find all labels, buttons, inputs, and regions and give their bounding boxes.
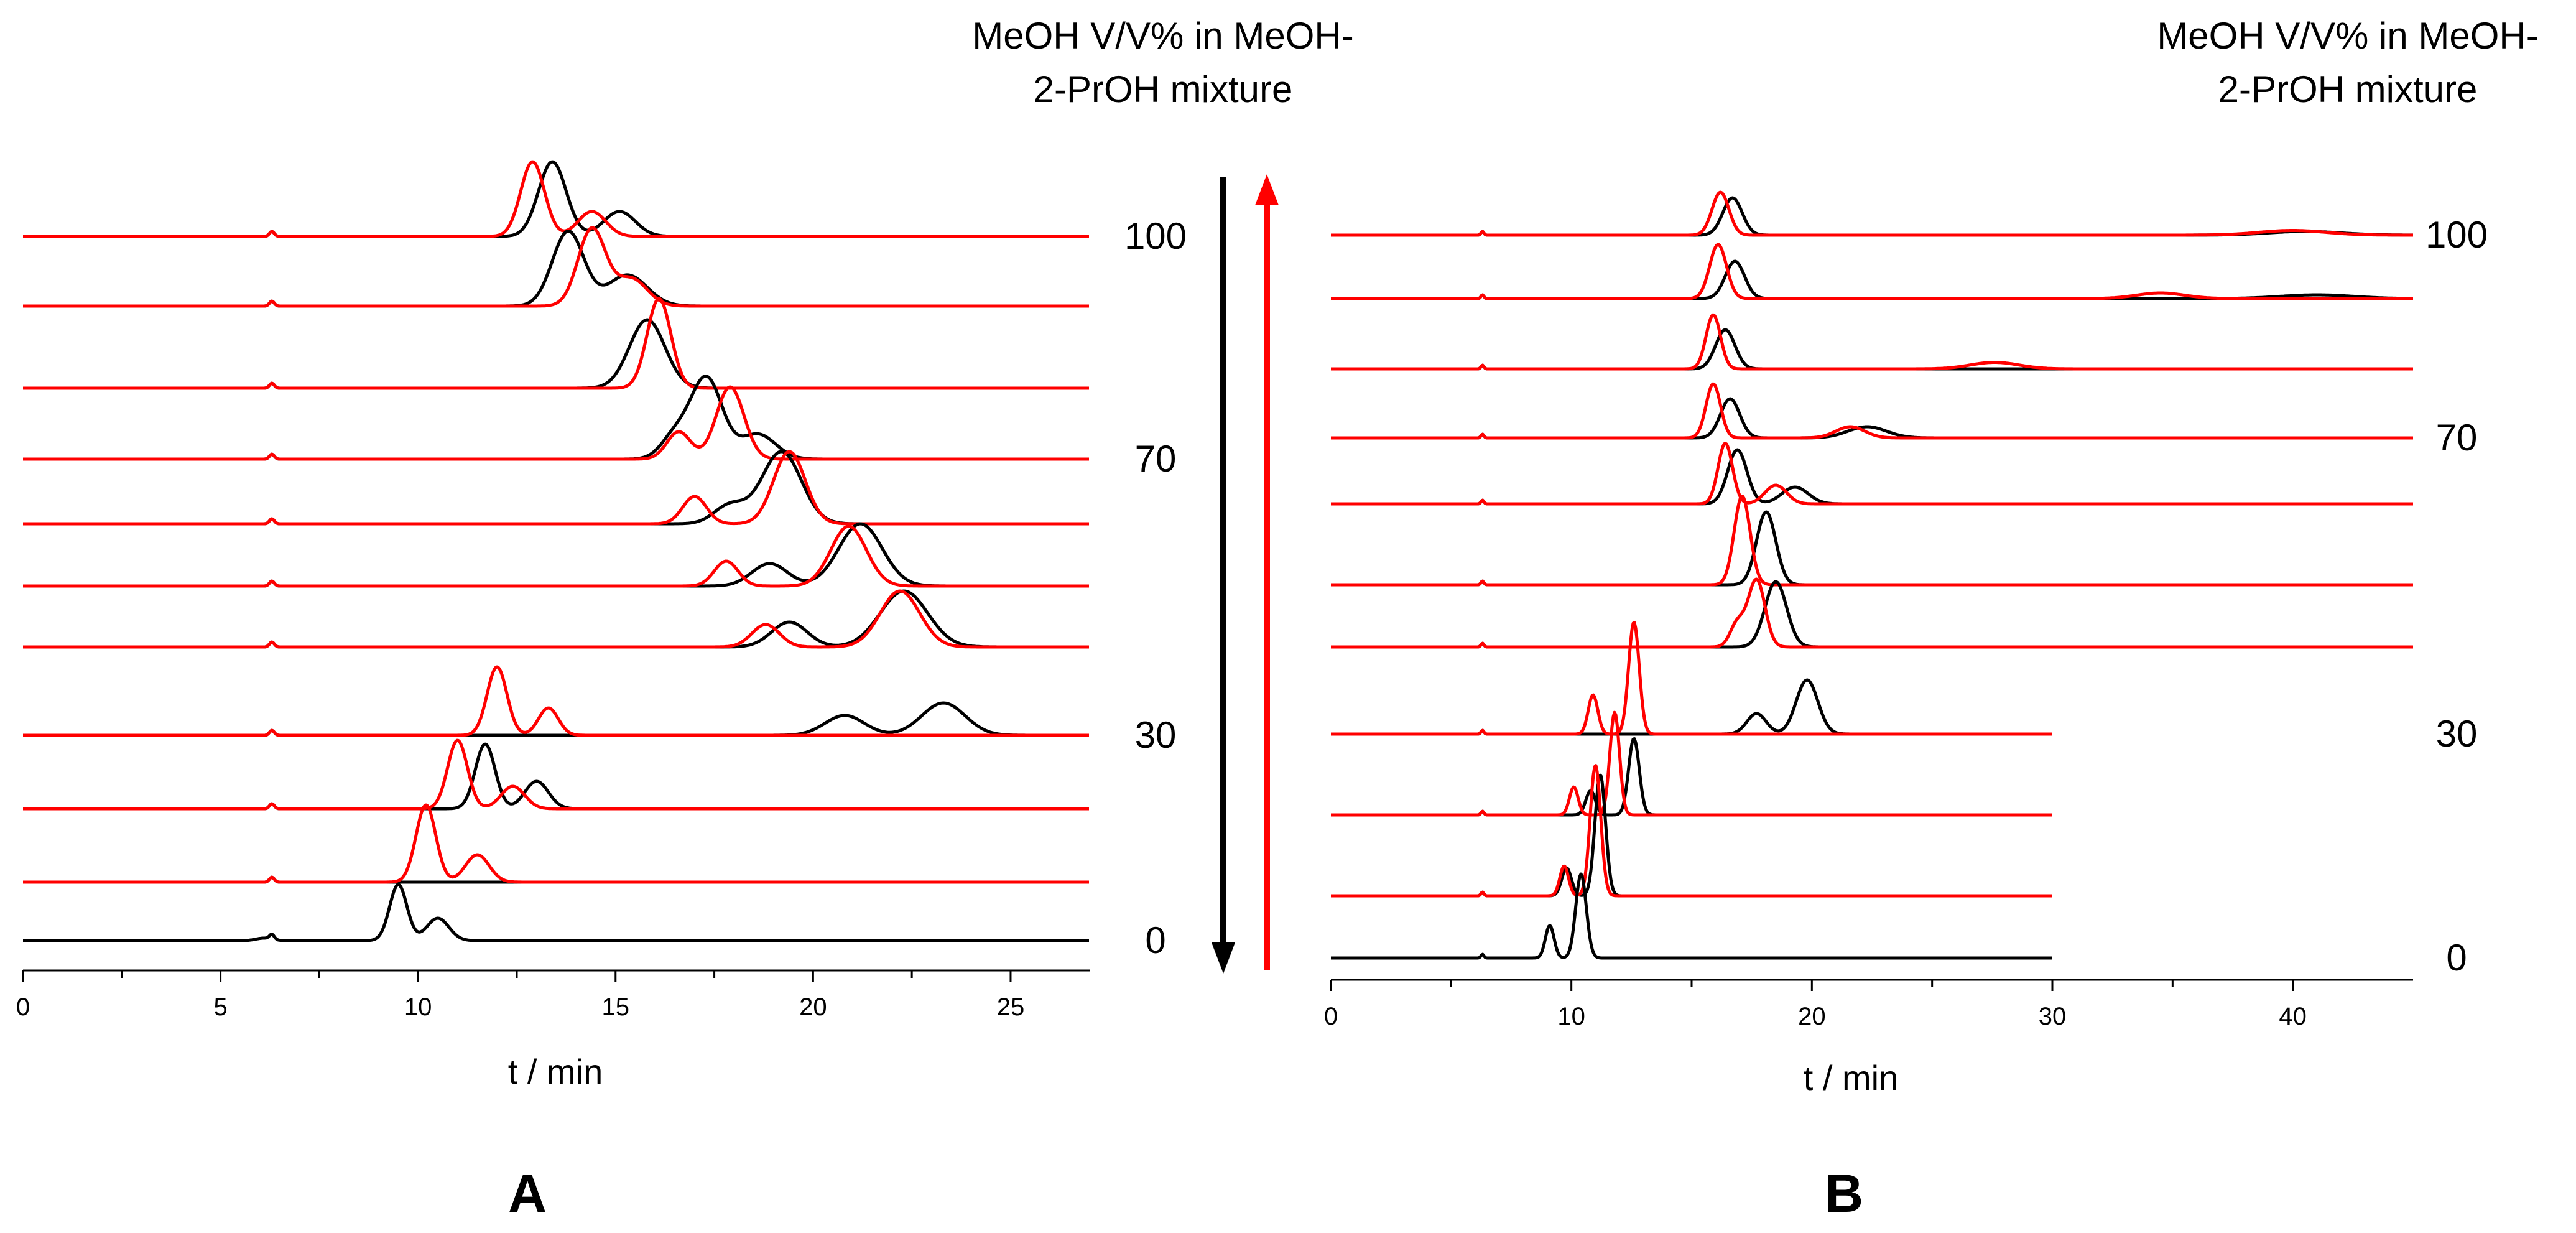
panel-a-letter: A: [508, 1164, 547, 1224]
panel-b-trace-30-red: [1330, 621, 2053, 736]
panel-b-trace-90-red: [1330, 243, 2414, 300]
panel-a-composition-label-0: 0: [1145, 919, 1165, 961]
panel-a-composition-label-100: 100: [1124, 215, 1187, 257]
panel-a-trace-70-red: [22, 385, 1090, 461]
panel-b-trace-50-black: [1330, 510, 2414, 587]
panel-a-trace-20-black: [22, 742, 1090, 811]
panel-a-trace-90-black: [22, 230, 1090, 308]
panel-a-trace-40-black: [22, 589, 1090, 649]
panel-a-x-tick-label-10: 10: [404, 993, 432, 1021]
up-arrow-head: [1255, 174, 1279, 205]
panel-b-x-tick-label-0: 0: [1324, 1003, 1338, 1030]
panel-b-x-axis: 0 10 20 30 40: [1324, 979, 2413, 1030]
panel-b-trace-70-black: [1330, 397, 2414, 440]
panel-b-composition-label-0: 0: [2446, 937, 2467, 979]
panel-b-composition-label-100: 100: [2425, 214, 2488, 256]
panel-a-x-axis: 0 5 10 15 20 25: [16, 969, 1090, 1021]
panel-b-composition-label-70: 70: [2436, 417, 2478, 458]
panel-a-trace-30-black: [22, 701, 1090, 737]
panel-b-trace-50-red: [1330, 495, 2414, 587]
panel-b-trace-60-black: [1330, 448, 2414, 506]
panel-b: MeOH V/V% in MeOH- 2-PrOH mixture t / mi…: [1324, 15, 2539, 1224]
panel-a-composition-labels: 100 70 30 0: [1124, 215, 1187, 961]
panel-b-trace-80-red: [1330, 313, 2414, 371]
panel-b-trace-40-black: [1330, 580, 2414, 649]
panel-a-x-tick-label-0: 0: [16, 993, 30, 1021]
panel-a-title-line2: 2-PrOH mixture: [1034, 68, 1293, 110]
panel-b-x-tick-label-20: 20: [1798, 1003, 1826, 1030]
panel-b-composition-label-30: 30: [2436, 713, 2478, 755]
panel-b-trace-40-red: [1330, 577, 2414, 649]
panel-b-title-line1: MeOH V/V% in MeOH-: [2157, 15, 2538, 57]
panel-a-trace-0-black: [22, 883, 1090, 942]
panel-b-composition-labels: 100 70 30 0: [2425, 214, 2488, 979]
panel-a-trace-60-red: [22, 450, 1090, 526]
panel-a-composition-label-70: 70: [1135, 438, 1177, 480]
panel-b-letter: B: [1825, 1164, 1863, 1224]
panel-a-trace-80-red: [22, 297, 1090, 390]
panel-a-trace-100-red: [22, 160, 1090, 238]
panel-b-trace-100-black: [1330, 196, 2414, 237]
panel-b-trace-100-red: [1330, 190, 2414, 237]
panel-a-x-axis-label: t / min: [508, 1052, 603, 1091]
panel-a-title-line1: MeOH V/V% in MeOH-: [972, 15, 1353, 57]
down-arrow-head: [1212, 942, 1235, 974]
panel-b-x-tick-label-30: 30: [2039, 1003, 2067, 1030]
panel-a-trace-90-red: [22, 226, 1090, 308]
panel-b-x-axis-label: t / min: [1804, 1058, 1898, 1097]
panel-b-trace-20-red: [1330, 710, 2053, 817]
panel-b-trace-30-black: [1330, 678, 2053, 736]
panel-a-x-tick-label-5: 5: [213, 993, 227, 1021]
panel-a-x-tick-label-25: 25: [997, 993, 1025, 1021]
panel-b-trace-10-red: [1330, 764, 2053, 898]
panel-b-trace-90-black: [1330, 259, 2414, 300]
panel-a-trace-30-red: [22, 665, 1090, 737]
panel-a-x-tick-label-20: 20: [799, 993, 827, 1021]
panel-a-trace-20-red: [22, 738, 1090, 811]
panel-a-trace-10-red: [22, 803, 1090, 884]
panel-b-traces: [1330, 190, 2414, 960]
panel-b-x-tick-label-40: 40: [2279, 1003, 2307, 1030]
panel-a-traces: [22, 160, 1090, 942]
panel-a-composition-label-30: 30: [1135, 714, 1177, 756]
panel-a-trace-50-red: [22, 524, 1090, 588]
panel-a-x-tick-label-15: 15: [602, 993, 630, 1021]
panel-a-trace-50-black: [22, 522, 1090, 588]
panel-b-trace-60-red: [1330, 442, 2414, 506]
panel-b-trace-0-black: [1330, 872, 2053, 960]
direction-arrows: [1212, 174, 1279, 974]
panel-b-title-line2: 2-PrOH mixture: [2218, 68, 2478, 110]
panel-b-trace-70-red: [1330, 382, 2414, 440]
panel-a-trace-80-black: [22, 318, 1090, 390]
panel-a-trace-40-red: [22, 589, 1090, 649]
panel-b-trace-20-black: [1330, 737, 2053, 817]
panel-b-x-tick-label-10: 10: [1557, 1003, 1585, 1030]
panel-a-trace-60-black: [22, 450, 1090, 526]
panel-b-trace-80-black: [1330, 328, 2414, 371]
panel-b-trace-10-black: [1330, 773, 2053, 898]
panel-a: MeOH V/V% in MeOH- 2-PrOH mixture t / mi…: [16, 15, 1354, 1224]
